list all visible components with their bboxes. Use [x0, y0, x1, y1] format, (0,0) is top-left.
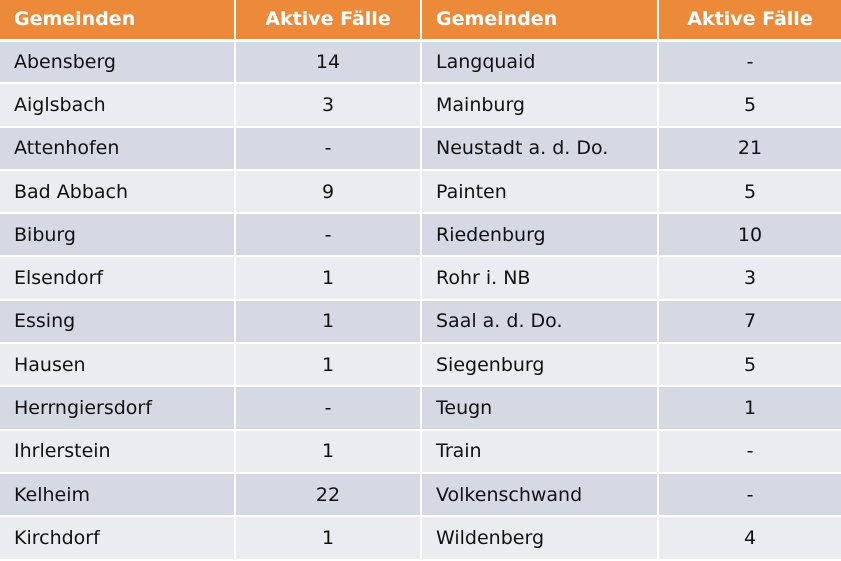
- table-row: Aiglsbach 3 Mainburg 5: [0, 83, 841, 128]
- table-body: Abensberg 14 Langquaid - Aiglsbach 3 Mainburg 5…: [0, 40, 841, 561]
- header-row: Gemeinden Aktive Fälle Gemeinden Aktive …: [0, 0, 841, 42]
- cell-municipality-left: Elsendorf: [0, 256, 236, 301]
- cell-cases-left: 1: [235, 429, 422, 474]
- table-row: Kirchdorf 1 Wildenberg 4: [0, 516, 841, 561]
- cell-municipality-right: Painten: [421, 169, 659, 215]
- cell-cases-left: 1: [235, 343, 422, 388]
- table-row: Elsendorf 1 Rohr i. NB 3: [0, 256, 841, 301]
- cell-cases-left: -: [235, 386, 422, 431]
- cell-cases-right: 4: [658, 516, 841, 561]
- cell-cases-right: 5: [658, 169, 841, 215]
- cell-cases-left: 9: [235, 169, 422, 215]
- header-municipality-right: Gemeinden: [421, 0, 659, 42]
- header-cases-right: Aktive Fälle: [658, 0, 841, 42]
- cell-cases-right: 5: [658, 343, 841, 388]
- cell-municipality-left: Herrngiersdorf: [0, 386, 236, 431]
- header-cases-left: Aktive Fälle: [235, 0, 422, 42]
- table-row: Kelheim 22 Volkenschwand -: [0, 472, 841, 518]
- cell-municipality-right: Wildenberg: [421, 516, 659, 561]
- cell-cases-left: 1: [235, 516, 422, 561]
- cell-cases-left: 3: [235, 83, 422, 128]
- cell-municipality-left: Bad Abbach: [0, 169, 236, 215]
- cell-municipality-left: Essing: [0, 299, 236, 345]
- cell-cases-left: -: [235, 126, 422, 171]
- cell-municipality-left: Ihrlerstein: [0, 429, 236, 474]
- cell-municipality-right: Neustadt a. d. Do.: [421, 126, 659, 171]
- cell-cases-right: -: [658, 40, 841, 85]
- cell-municipality-right: Teugn: [421, 386, 659, 431]
- cell-cases-left: 14: [235, 40, 422, 85]
- table-row: Bad Abbach 9 Painten 5: [0, 169, 841, 215]
- cell-municipality-left: Aiglsbach: [0, 83, 236, 128]
- cell-municipality-right: Siegenburg: [421, 343, 659, 388]
- table-row: Essing 1 Saal a. d. Do. 7: [0, 299, 841, 345]
- cell-cases-left: 1: [235, 299, 422, 345]
- cell-municipality-right: Saal a. d. Do.: [421, 299, 659, 345]
- table-row: Attenhofen - Neustadt a. d. Do. 21: [0, 126, 841, 171]
- cell-municipality-right: Train: [421, 429, 659, 474]
- cell-municipality-right: Riedenburg: [421, 213, 659, 258]
- cell-municipality-left: Biburg: [0, 213, 236, 258]
- cell-cases-right: 10: [658, 213, 841, 258]
- cell-municipality-right: Volkenschwand: [421, 472, 659, 518]
- cell-cases-left: -: [235, 213, 422, 258]
- cell-municipality-left: Abensberg: [0, 40, 236, 85]
- cell-municipality-left: Kelheim: [0, 472, 236, 518]
- header-municipality-left: Gemeinden: [0, 0, 236, 42]
- cell-cases-right: 5: [658, 83, 841, 128]
- cell-cases-right: 1: [658, 386, 841, 431]
- table-row: Hausen 1 Siegenburg 5: [0, 343, 841, 388]
- cell-municipality-right: Rohr i. NB: [421, 256, 659, 301]
- cell-cases-right: 7: [658, 299, 841, 345]
- cell-cases-left: 22: [235, 472, 422, 518]
- cell-municipality-left: Attenhofen: [0, 126, 236, 171]
- cell-cases-right: 21: [658, 126, 841, 171]
- cell-municipality-left: Kirchdorf: [0, 516, 236, 561]
- table-row: Herrngiersdorf - Teugn 1: [0, 386, 841, 431]
- table-row: Biburg - Riedenburg 10: [0, 213, 841, 258]
- cell-cases-right: -: [658, 429, 841, 474]
- cell-municipality-right: Mainburg: [421, 83, 659, 128]
- table-row: Ihrlerstein 1 Train -: [0, 429, 841, 474]
- table-row: Abensberg 14 Langquaid -: [0, 40, 841, 85]
- cell-cases-right: 3: [658, 256, 841, 301]
- cell-municipality-left: Hausen: [0, 343, 236, 388]
- cell-cases-right: -: [658, 472, 841, 518]
- cell-municipality-right: Langquaid: [421, 40, 659, 85]
- cell-cases-left: 1: [235, 256, 422, 301]
